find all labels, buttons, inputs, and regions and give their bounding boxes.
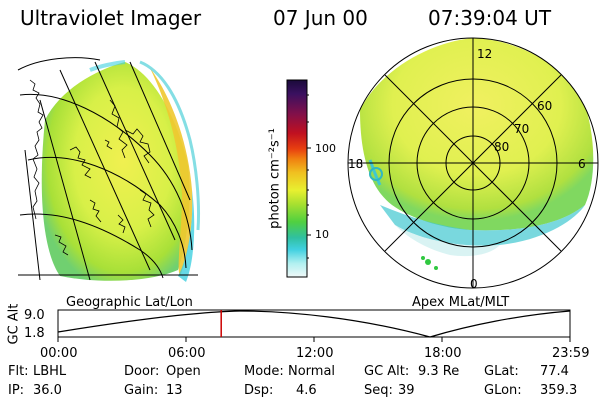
time-tick-1800: 18:00 (424, 346, 462, 361)
status-value-dsp: 4.6 (296, 383, 317, 398)
altitude-tick-high: 9.0 (24, 308, 45, 323)
status-key-ip: IP: (8, 383, 25, 398)
status-key-gc-alt: GC Alt: (364, 364, 410, 379)
geographic-image (17, 57, 201, 282)
status-key-glon: GLon: (484, 383, 522, 398)
colorbar-ticks (307, 94, 311, 259)
polar-image (347, 37, 599, 289)
status-value-gc-alt: 9.3 Re (418, 364, 460, 379)
mlt-label-6: 6 (578, 157, 586, 171)
time-label: 07:39:04 UT (428, 6, 552, 30)
mlt-label-18: 18 (348, 157, 364, 171)
colorbar-unit-label: photon cm⁻²s⁻¹ (267, 128, 283, 229)
altitude-tick-low: 1.8 (24, 326, 45, 341)
status-key-mode: Mode: (244, 364, 284, 379)
altitude-axis-label: GC Alt (6, 303, 22, 345)
altitude-curve (57, 310, 571, 338)
colorbar-tick-10: 10 (315, 228, 329, 241)
status-key-filter: Flt: (8, 364, 29, 379)
mlt-label-12: 12 (477, 47, 493, 61)
time-tick-0000: 00:00 (40, 346, 78, 361)
status-value-door: Open (166, 364, 201, 379)
status-value-glon: 359.3 (540, 383, 578, 398)
status-key-glat: GLat: (484, 364, 519, 379)
status-key-door: Door: (124, 364, 160, 379)
altitude-strip (57, 309, 571, 342)
status-value-gain: 13 (166, 383, 183, 398)
time-tick-2359: 23:59 (552, 346, 590, 361)
status-value-ip: 36.0 (33, 383, 62, 398)
left-panel-caption: Geographic Lat/Lon (66, 295, 193, 310)
status-value-filter: LBHL (33, 364, 67, 379)
instrument-title: Ultraviolet Imager (20, 6, 202, 30)
status-value-mode: Normal (288, 364, 336, 379)
colorbar-tick-100: 100 (315, 142, 336, 155)
mlt-label-0: 0 (470, 277, 478, 291)
status-value-glat: 77.4 (540, 364, 569, 379)
status-value-seq: 39 (398, 383, 415, 398)
date-label: 07 Jun 00 (273, 6, 368, 30)
lat-label-80: 80 (494, 140, 510, 154)
lat-label-70: 70 (514, 122, 530, 136)
right-panel-caption: Apex MLat/MLT (412, 295, 510, 310)
status-key-seq: Seq: (364, 383, 393, 398)
status-key-dsp: Dsp: (244, 383, 274, 398)
time-tick-1200: 12:00 (296, 346, 334, 361)
lat-label-60: 60 (537, 99, 553, 113)
status-key-gain: Gain: (124, 383, 159, 398)
time-tick-0600: 06:00 (168, 346, 206, 361)
colorbar (286, 79, 308, 278)
